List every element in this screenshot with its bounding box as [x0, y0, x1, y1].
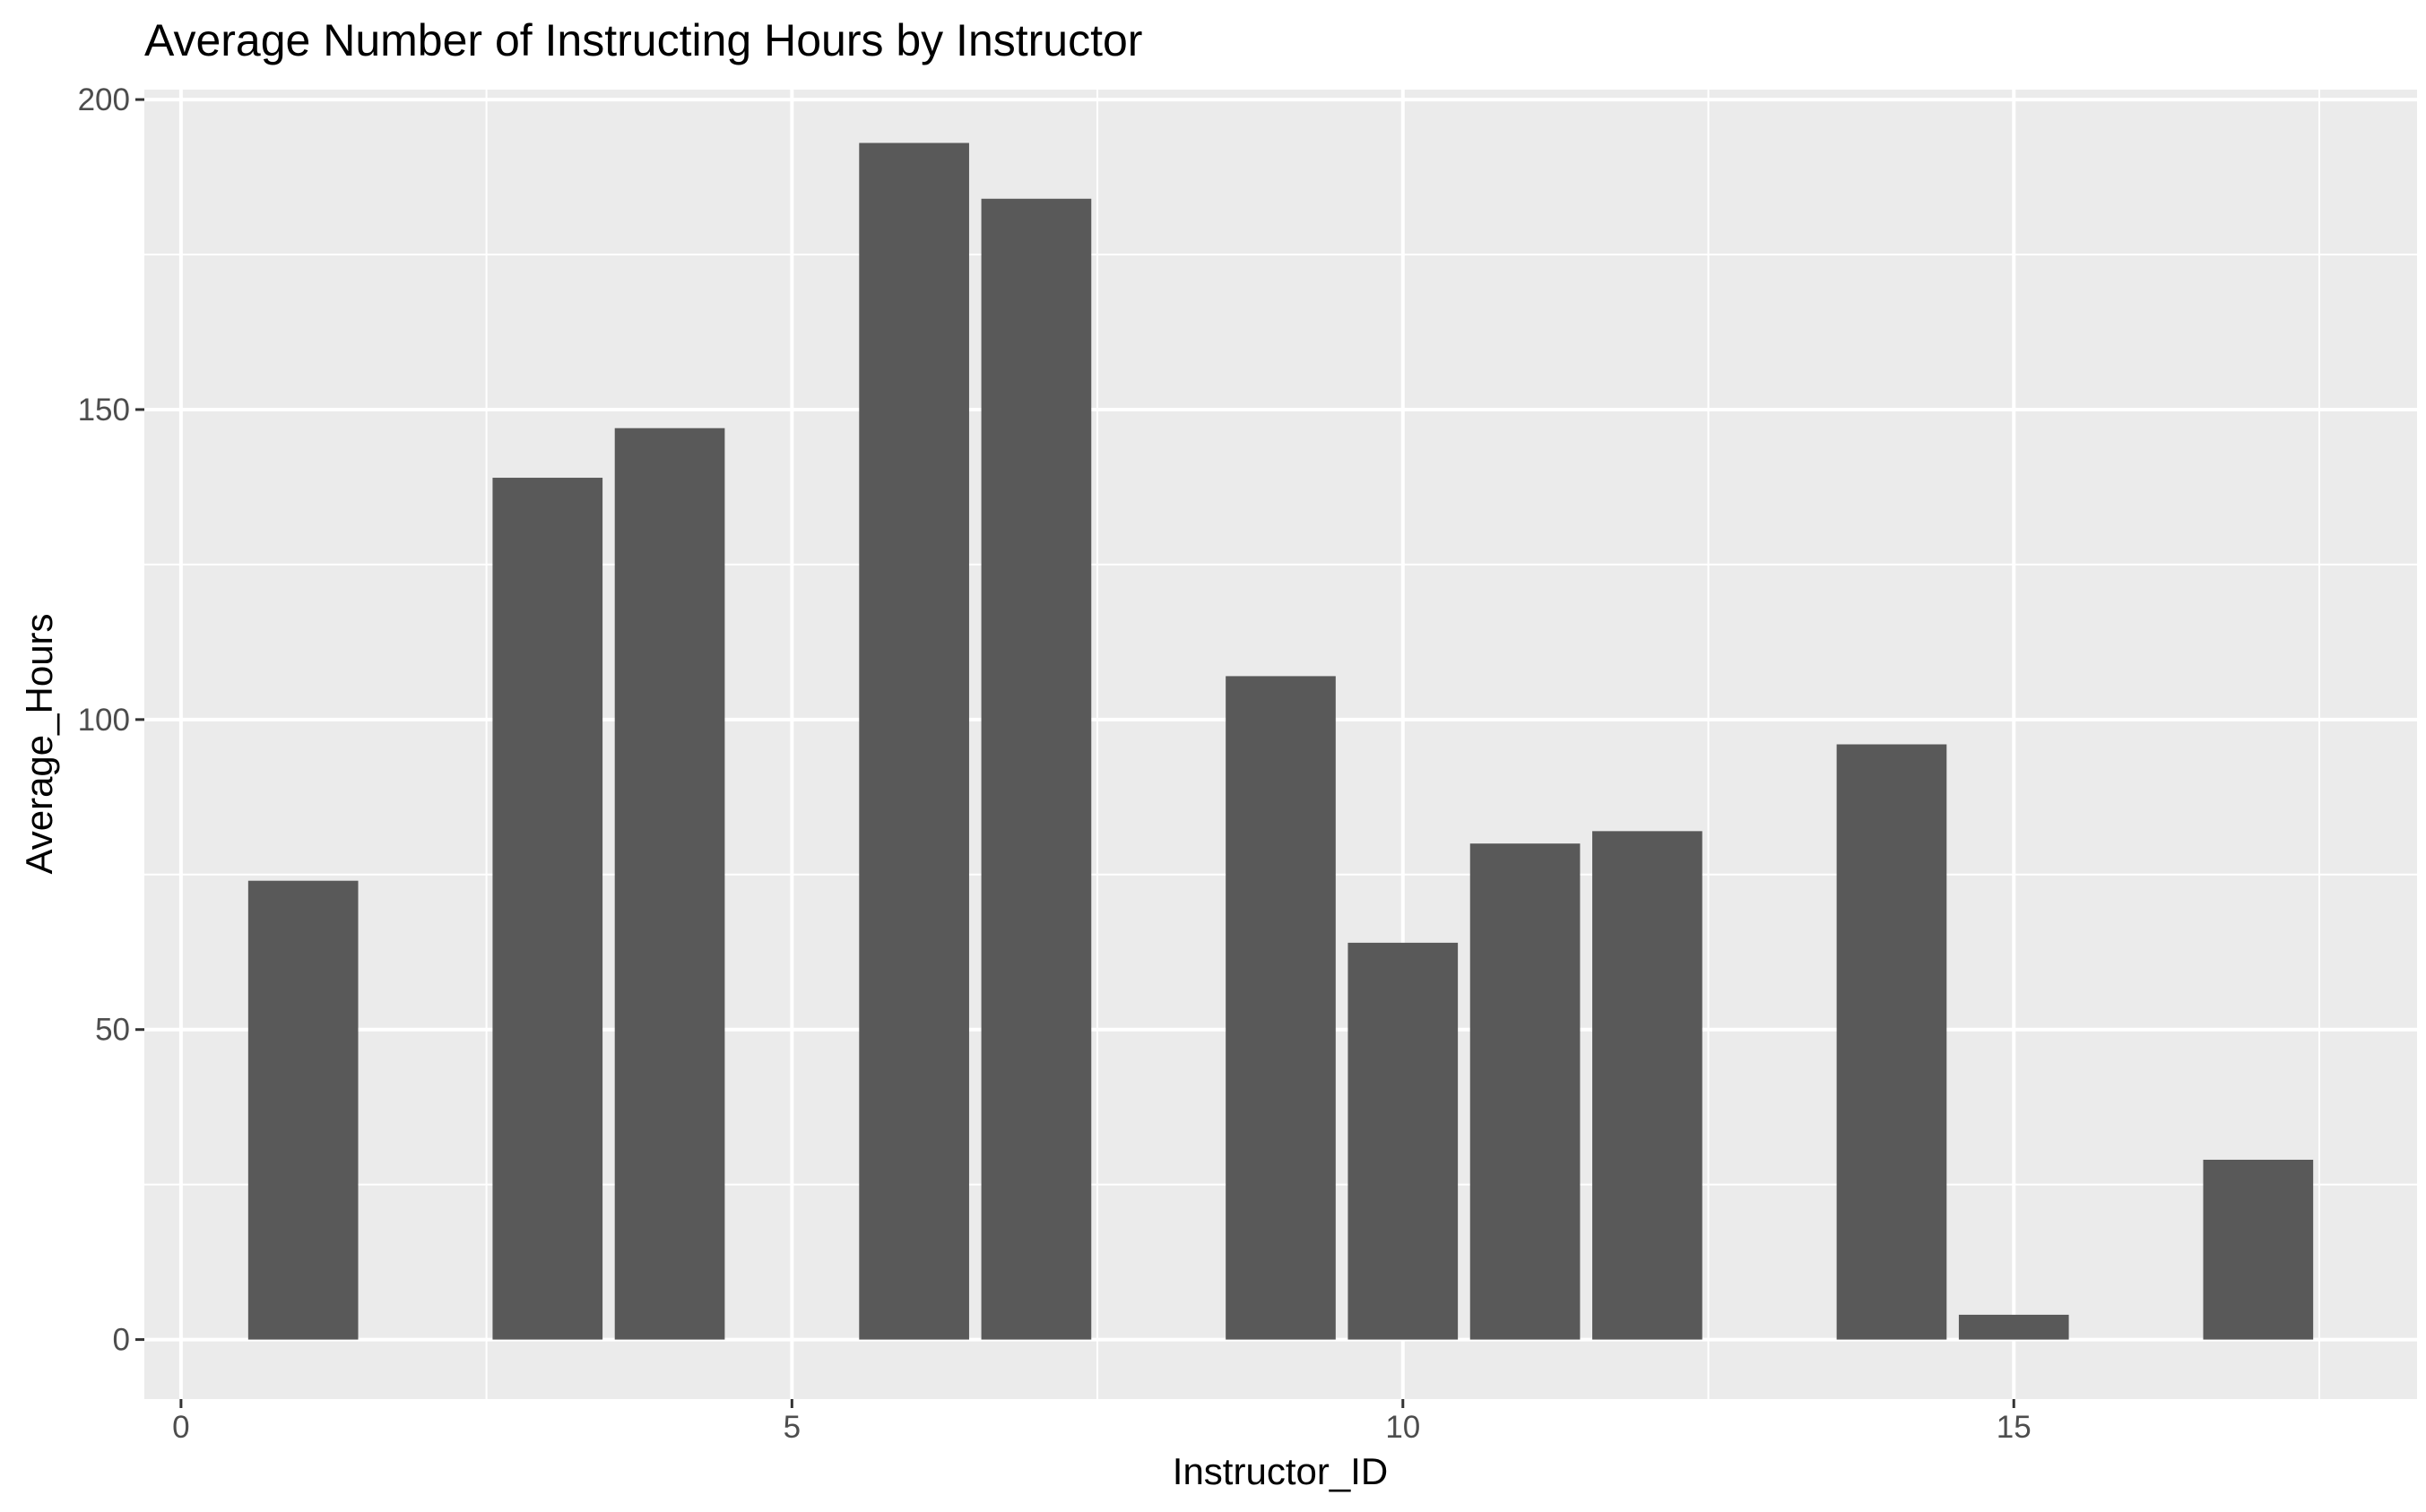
x-tick-label: 10 — [1385, 1410, 1420, 1445]
y-axis-title: Average_Hours — [18, 613, 60, 874]
bar-instructor-9 — [1226, 676, 1336, 1340]
x-tick-label: 5 — [784, 1410, 801, 1445]
bar-instructor-3 — [492, 478, 603, 1340]
bar-instructor-17 — [2203, 1159, 2314, 1340]
bar-instructor-15 — [1958, 1314, 2069, 1340]
bar-instructor-11 — [1469, 843, 1581, 1340]
y-tick-label: 100 — [78, 703, 130, 738]
bars — [247, 143, 2314, 1340]
bar-instructor-14 — [1836, 744, 1947, 1340]
bar-instructor-10 — [1347, 942, 1459, 1340]
y-tick-label: 150 — [78, 393, 130, 428]
bar-instructor-7 — [981, 198, 1092, 1340]
bar-instructor-4 — [614, 428, 725, 1340]
x-tick-label: 0 — [172, 1410, 189, 1445]
x-tick-label: 15 — [1997, 1410, 2032, 1445]
chart-title: Average Number of Instructing Hours by I… — [144, 15, 1142, 65]
y-tick-label: 0 — [113, 1323, 130, 1358]
y-axis: 0 50 100 150 200 — [78, 82, 144, 1358]
x-axis-title: Instructor_ID — [1173, 1450, 1388, 1492]
bar-instructor-1 — [247, 880, 359, 1340]
x-axis: 0 5 10 15 — [172, 1399, 2032, 1445]
bar-instructor-12 — [1592, 831, 1703, 1340]
bar-instructor-6 — [859, 143, 969, 1340]
y-tick-label: 200 — [78, 82, 130, 117]
y-tick-label: 50 — [95, 1013, 130, 1048]
